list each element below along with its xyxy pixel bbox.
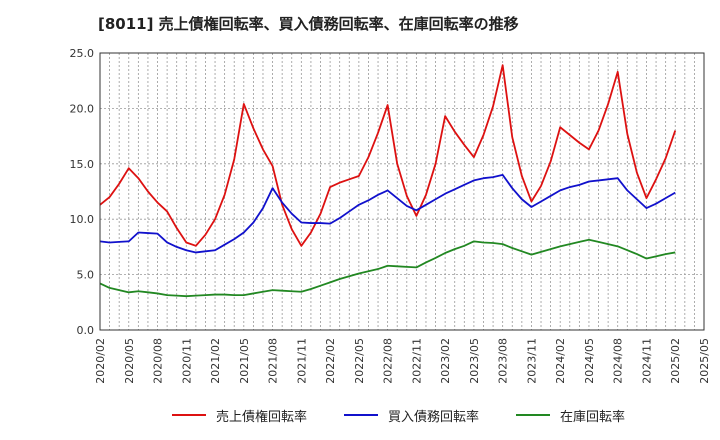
series-line-1 — [99, 173, 676, 254]
legend-label-payables: 買入債務回転率 — [388, 409, 480, 425]
y-tick-label: 15.0 — [70, 158, 95, 171]
x-tick-label: 2023/02 — [439, 338, 452, 384]
legend-item-receivables: 売上債権回転率 — [172, 405, 307, 425]
legend-swatch-payables — [344, 414, 378, 416]
x-tick-label: 2020/08 — [152, 338, 165, 384]
x-tick-label: 2020/02 — [94, 338, 107, 384]
x-tick-label: 2022/05 — [353, 338, 366, 384]
legend-item-payables: 買入債務回転率 — [344, 405, 479, 425]
y-tick-label: 0.0 — [77, 324, 95, 337]
x-tick-label: 2022/11 — [410, 338, 423, 384]
x-tick-label: 2023/11 — [525, 338, 538, 384]
x-tick-label: 2021/11 — [295, 338, 308, 384]
x-tick-label: 2024/08 — [612, 338, 625, 384]
legend-item-inventory: 在庫回転率 — [516, 405, 625, 425]
legend-label-receivables: 売上債権回転率 — [216, 409, 308, 425]
x-tick-label: 2021/08 — [267, 338, 280, 384]
series-line-0 — [99, 64, 677, 247]
x-tick-label: 2022/02 — [324, 338, 337, 384]
legend-swatch-receivables — [172, 414, 206, 416]
x-tick-label: 2021/02 — [209, 338, 222, 384]
x-tick-label: 2024/05 — [583, 338, 596, 384]
y-tick-label: 20.0 — [70, 102, 95, 115]
x-tick-label: 2023/05 — [468, 338, 481, 384]
chart-title: [8011] 売上債権回転率、買入債務回転率、在庫回転率の推移 — [98, 15, 519, 33]
x-tick-label: 2020/11 — [180, 338, 193, 384]
x-tick-label: 2022/08 — [382, 338, 395, 384]
plot-frame — [99, 52, 705, 331]
y-tick-label: 10.0 — [70, 213, 95, 226]
x-tick-label: 2023/08 — [497, 338, 510, 384]
x-tick-label: 2020/05 — [123, 338, 136, 384]
x-tick-label: 2024/11 — [640, 338, 653, 384]
x-tick-label: 2025/05 — [698, 338, 711, 384]
y-tick-label: 25.0 — [70, 47, 95, 60]
x-tick-label: 2021/05 — [238, 338, 251, 384]
y-tick-label: 5.0 — [77, 269, 95, 282]
legend-label-inventory: 在庫回転率 — [560, 409, 626, 425]
x-tick-label: 2025/02 — [669, 338, 682, 384]
x-tick-label: 2024/02 — [554, 338, 567, 384]
series-line-2 — [99, 238, 676, 298]
legend-swatch-inventory — [516, 414, 550, 416]
